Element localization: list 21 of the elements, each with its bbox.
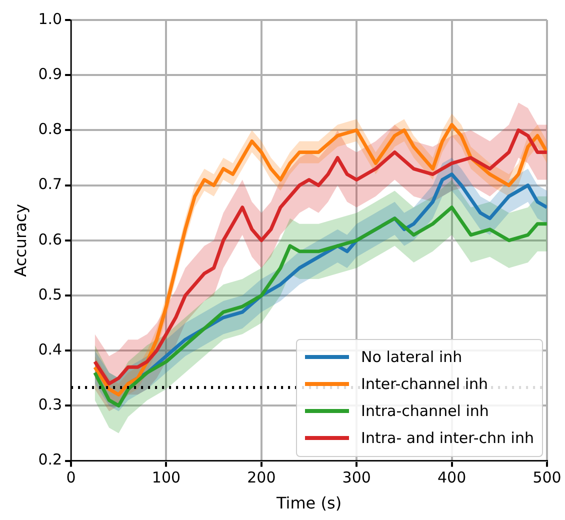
- y-tick-label: 0.6: [38, 230, 62, 248]
- y-tick-label: 0.8: [38, 120, 62, 138]
- x-tick-label: 300: [342, 468, 371, 487]
- legend-label: No lateral inh: [361, 348, 462, 366]
- x-tick-label: 500: [532, 468, 562, 487]
- y-tick-label: 1.0: [38, 10, 62, 28]
- y-tick-label: 0.2: [38, 450, 62, 469]
- x-axis-title: Time (s): [275, 494, 342, 513]
- legend-label: Intra-channel inh: [361, 402, 489, 420]
- y-tick-label: 0.7: [38, 175, 62, 194]
- y-tick-label: 0.4: [38, 340, 62, 358]
- y-tick-label: 0.3: [38, 396, 62, 414]
- x-tick-label: 100: [152, 468, 181, 487]
- x-tick-label: 200: [247, 468, 276, 487]
- y-tick-label: 0.5: [38, 285, 62, 304]
- legend-label: Intra- and inter-chn inh: [361, 429, 534, 448]
- x-tick-label: 0: [66, 468, 76, 487]
- x-tick-label: 400: [437, 468, 466, 487]
- y-tick-label: 0.9: [38, 64, 62, 83]
- y-axis-title: Accuracy: [10, 204, 30, 277]
- legend-label: Inter-channel inh: [361, 375, 488, 394]
